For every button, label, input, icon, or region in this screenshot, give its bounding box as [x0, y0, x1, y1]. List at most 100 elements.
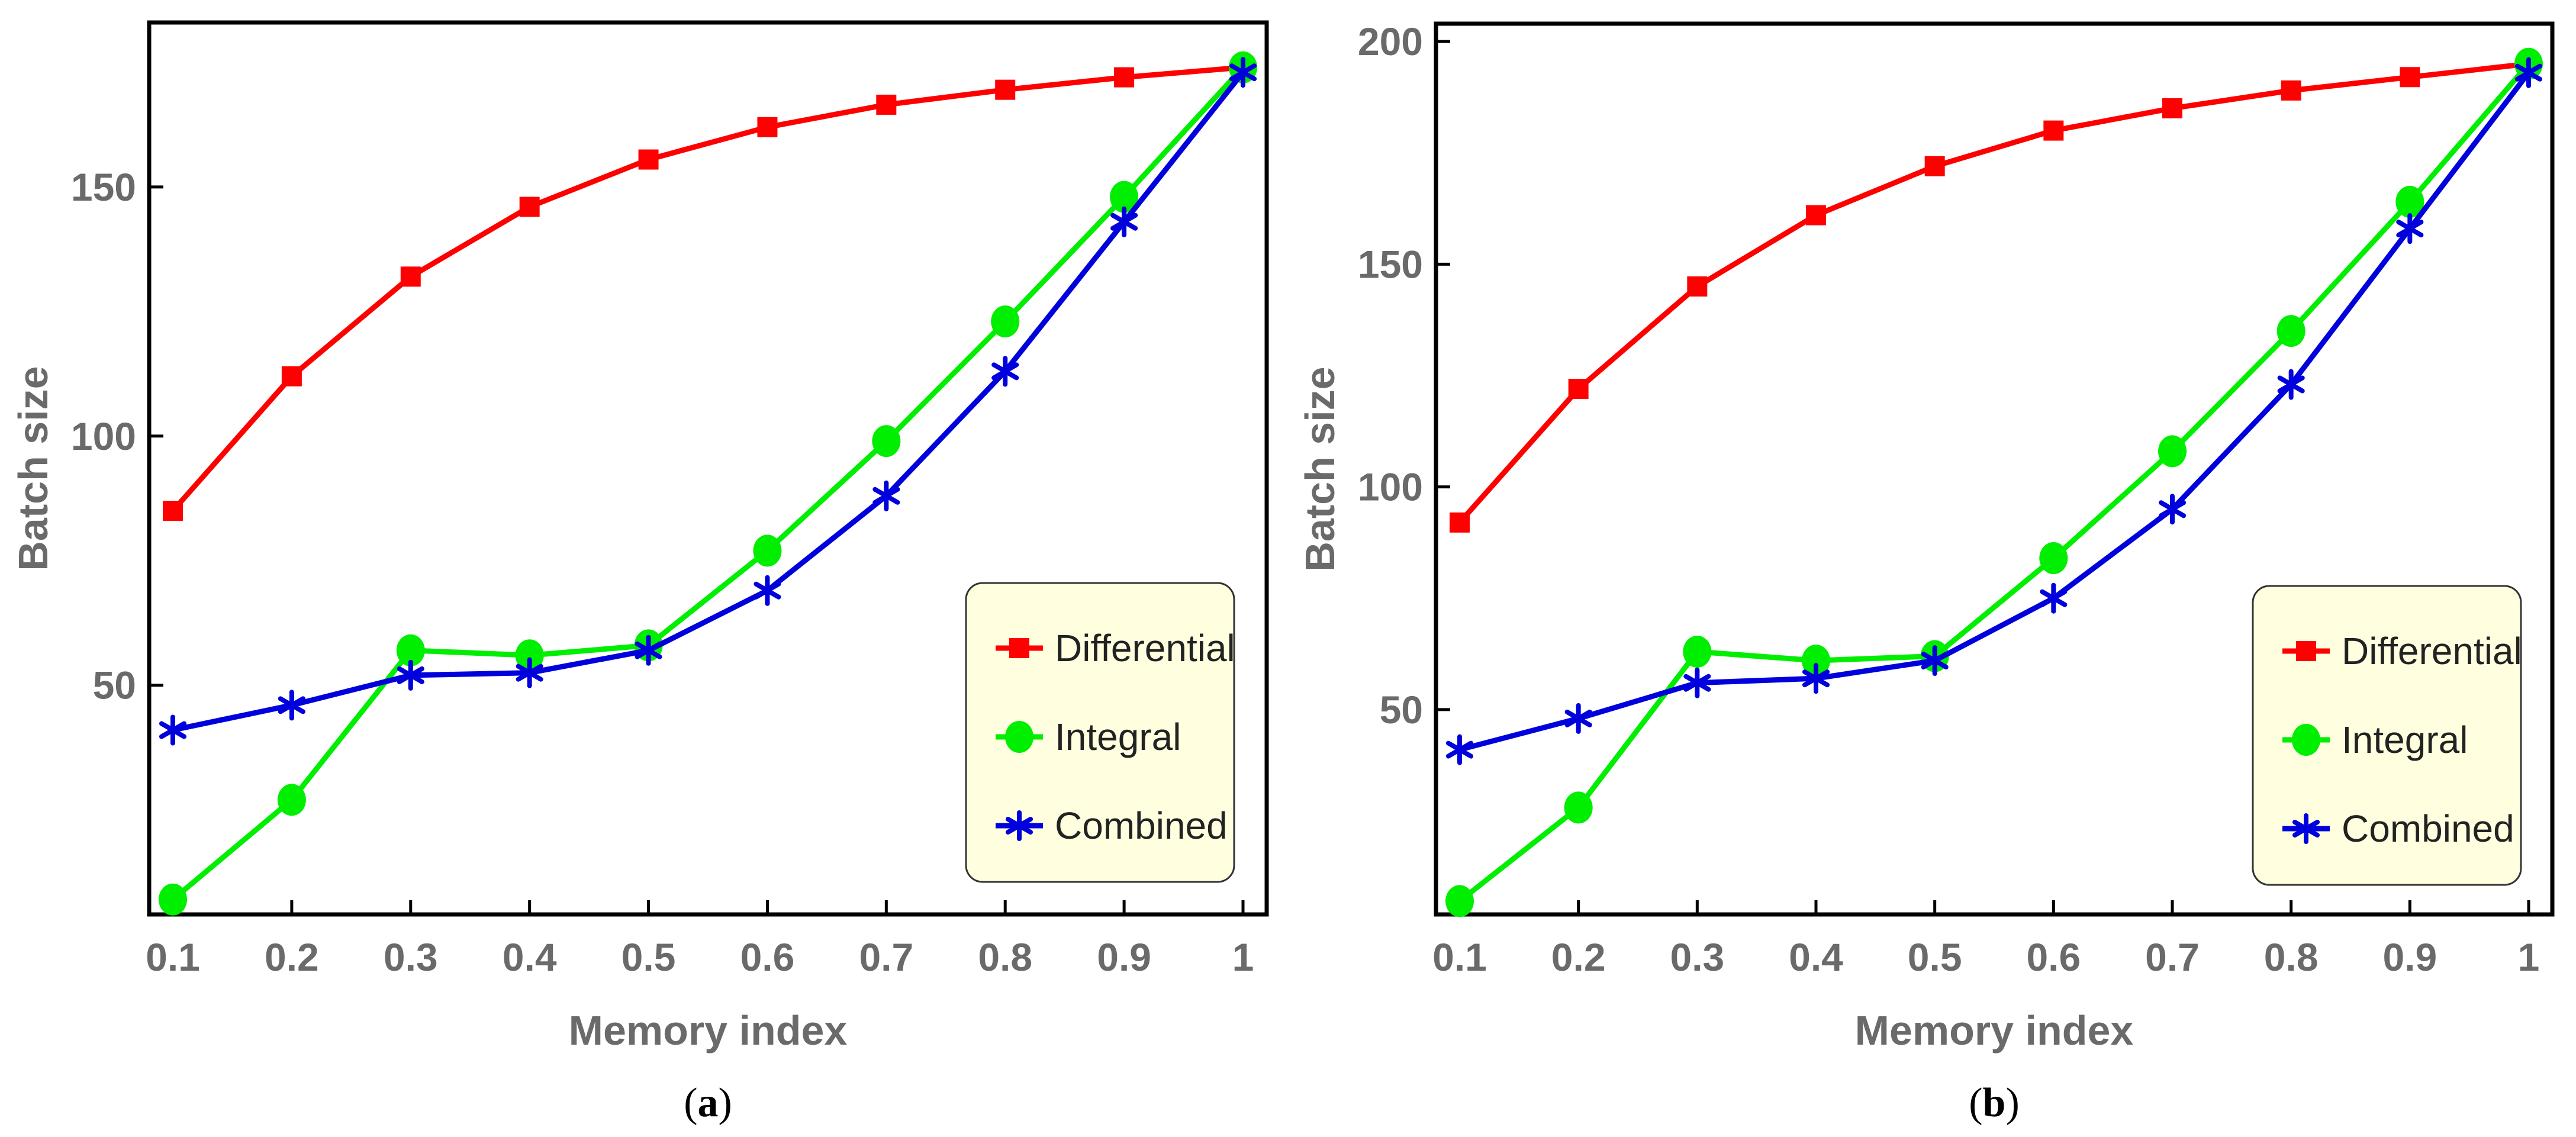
series-combined-point: [2277, 369, 2305, 400]
series-differential-point: [2043, 120, 2064, 141]
series-differential: [163, 57, 1253, 521]
series-combined-point: [1445, 734, 1474, 765]
star-stroke: [278, 696, 305, 714]
series-combined-point: [1802, 663, 1830, 694]
series-differential-point: [1806, 205, 1826, 226]
chart-b-svg: 50 100 150 200 0.1 0.2 0.3 0.4 0.5 0.6 0.7 0.8 0.9 1 M…: [1297, 20, 2555, 1126]
x-tick-label: 0.1: [1432, 935, 1487, 979]
series-differential-point: [2281, 80, 2301, 101]
series-integral-point: [1683, 636, 1712, 668]
series-differential-point: [1687, 276, 1708, 297]
series-integral-point: [1110, 181, 1139, 213]
legend-label: Differential: [1055, 627, 1235, 669]
legend-item-integral: Integral: [2282, 719, 2468, 761]
chart-a-svg: 50 100 150 0.1 0.2 0.3 0.4 0.5 0.6 0.7 0.8 0.9 1 Memo…: [10, 20, 1269, 1126]
series-integral-point: [396, 634, 425, 666]
series-differential-point: [1924, 156, 1945, 176]
caption-open-paren: (: [684, 1080, 697, 1126]
legend-box: [965, 582, 1235, 883]
star-stroke: [1564, 709, 1592, 727]
series-integral-point: [159, 883, 187, 916]
series-integral-point: [753, 534, 782, 567]
star-stroke: [991, 362, 1019, 381]
series-combined-point: [635, 634, 662, 666]
series-integral-point: [872, 425, 901, 458]
series-differential-point: [2400, 67, 2420, 88]
legend-item-differential: Differential: [2282, 630, 2522, 672]
series-differential-point: [757, 117, 778, 137]
series-differential-point: [2162, 98, 2182, 118]
series-combined-point: [397, 659, 424, 691]
series-integral-line: [1457, 61, 2532, 904]
star-stroke: [2040, 589, 2068, 607]
series-combined: [159, 57, 1257, 746]
series-differential-point: [163, 501, 183, 521]
x-tick-label: 0.3: [1670, 935, 1724, 979]
series-combined-point: [2158, 494, 2187, 525]
y-tick-label: 150: [1358, 242, 1423, 286]
chart-panel-a: 50 100 150 0.1 0.2 0.3 0.4 0.5 0.6 0.7 0.8 0.9 1 Memo…: [10, 20, 1269, 1126]
legend-label: Combined: [2342, 807, 2514, 850]
star-stroke: [635, 641, 662, 659]
star-stroke: [1802, 669, 1830, 688]
star-stroke: [397, 666, 424, 684]
series-combined-point: [159, 714, 187, 746]
plot-frame: [1434, 21, 2555, 917]
series-integral-point: [1802, 645, 1830, 677]
series-integral-point: [515, 639, 544, 672]
series-combined-point: [991, 356, 1019, 387]
series-integral-point: [2395, 186, 2424, 218]
y-axis-label: Batch size: [10, 366, 56, 571]
x-tick-label: 0.9: [2382, 935, 2437, 979]
series-combined-point: [1110, 206, 1138, 237]
series-combined: [1445, 57, 2543, 765]
series-combined-point: [1564, 703, 1592, 734]
x-tick-label: 0.1: [146, 935, 200, 979]
legend-item-integral: Integral: [996, 716, 1181, 758]
star-stroke: [159, 721, 187, 739]
series-combined-point: [754, 575, 781, 606]
series-combined-point: [516, 657, 543, 688]
x-tick-label: 0.6: [2026, 935, 2081, 979]
x-tick-label: 0.7: [2145, 935, 2200, 979]
star-stroke: [2396, 220, 2424, 238]
legend: Differential Integral Combined: [2252, 585, 2522, 886]
x-tick-label: 0.4: [1789, 935, 1843, 979]
y-tick-label: 50: [1380, 688, 1423, 732]
legend: Differential Integral Combined: [965, 582, 1235, 883]
legend-item-differential: Differential: [996, 627, 1235, 669]
series-differential-point: [281, 366, 302, 386]
series-differential-point: [519, 197, 540, 217]
x-tick-label: 0.2: [1551, 935, 1606, 979]
x-axis-label: Memory index: [1855, 1007, 2134, 1054]
legend-swatch-marker: [2292, 724, 2320, 756]
series-combined-line: [1457, 70, 2532, 753]
legend-swatch-marker: [2296, 641, 2316, 661]
star-stroke: [754, 581, 781, 600]
legend-swatch-marker: [1005, 721, 1033, 753]
series-integral-point: [2276, 315, 2305, 347]
caption-open-paren: (: [1969, 1080, 1982, 1126]
series-combined-point: [2396, 213, 2424, 244]
series-integral-point: [1445, 885, 1474, 917]
star-stroke: [2277, 375, 2305, 394]
y-tick-label: 50: [93, 663, 136, 707]
x-tick-label: 0.6: [740, 935, 795, 979]
x-tick-label: 0.5: [1908, 935, 1962, 979]
series-combined-line: [170, 69, 1246, 733]
y-tick-label: 150: [71, 165, 136, 209]
x-tick-label: 0.7: [859, 935, 913, 979]
y-tick-label: 100: [1358, 465, 1423, 509]
star-stroke: [1110, 212, 1138, 231]
series-differential-point: [1450, 512, 1470, 533]
star-stroke: [872, 487, 900, 505]
chart-panel-b: 50 100 150 200 0.1 0.2 0.3 0.4 0.5 0.6 0.7 0.8 0.9 1 M…: [1288, 0, 2576, 1137]
x-tick-label: 0.4: [503, 935, 557, 979]
legend-swatch-marker: [1005, 810, 1033, 841]
series-integral-line: [170, 65, 1246, 903]
series-differential-point: [1114, 67, 1135, 88]
panel-caption: (a): [684, 1080, 732, 1126]
legend-label: Differential: [2342, 630, 2522, 672]
series-differential-point: [1568, 379, 1589, 400]
y-tick-label: 100: [71, 414, 136, 458]
